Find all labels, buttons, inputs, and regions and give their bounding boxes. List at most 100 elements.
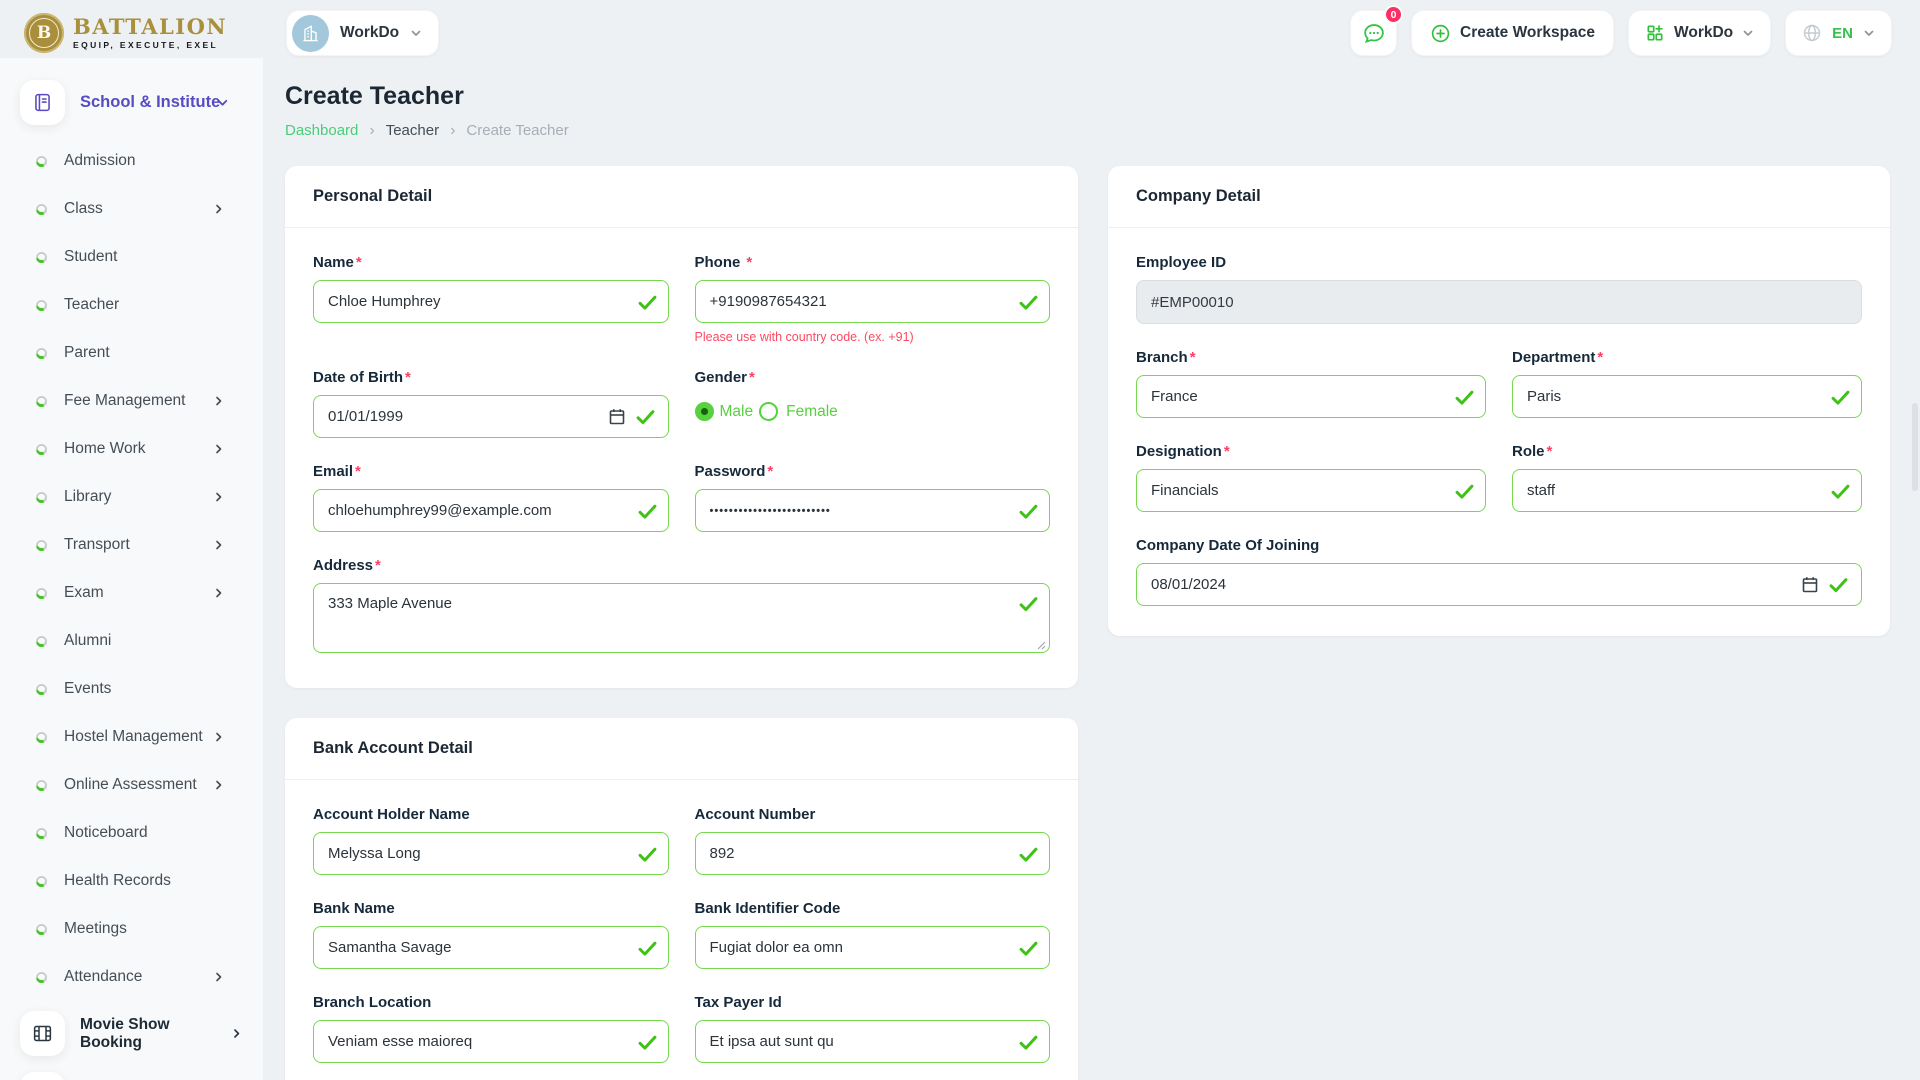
topbar-actions: 0 Create Workspace WorkDo <box>1350 5 1892 56</box>
sidebar-item-parent[interactable]: Parent <box>0 329 263 377</box>
personal-detail-title: Personal Detail <box>285 166 1078 228</box>
company-doj-input[interactable]: 08/01/2024 <box>1136 563 1862 606</box>
bank-name-input[interactable] <box>313 926 669 969</box>
role-label: Role <box>1512 443 1545 460</box>
sidebar-item-library[interactable]: Library <box>0 473 263 521</box>
sidebar-item-teacher[interactable]: Teacher <box>0 281 263 329</box>
breadcrumb-separator: › <box>450 121 456 139</box>
sidebar-item-online-assessment[interactable]: Online Assessment <box>0 761 263 809</box>
sidebar-item-noticeboard[interactable]: Noticeboard <box>0 809 263 857</box>
workspace-switcher[interactable]: WorkDo <box>286 10 440 56</box>
designation-input[interactable] <box>1136 469 1486 512</box>
sidebar-item-exam[interactable]: Exam <box>0 569 263 617</box>
bank-name-label: Bank Name <box>313 900 395 917</box>
cutoff-menu-icon <box>20 1072 65 1080</box>
chevron-down-icon <box>411 30 421 36</box>
gender-female-label[interactable]: Female <box>786 402 838 420</box>
account-holder-label: Account Holder Name <box>313 806 470 823</box>
tax-payer-id-input[interactable] <box>694 1020 1050 1063</box>
sidebar-item-transport[interactable]: Transport <box>0 521 263 569</box>
messages-button[interactable]: 0 <box>1350 5 1404 56</box>
brand-badge-letter: B <box>29 18 59 48</box>
address-textarea[interactable]: 333 Maple Avenue <box>313 583 1050 653</box>
valid-check-icon <box>638 847 656 862</box>
valid-check-icon <box>638 1035 656 1050</box>
scrollbar-thumb[interactable] <box>1912 403 1918 491</box>
sidebar-item-class[interactable]: Class <box>0 185 263 233</box>
sidebar-item-student[interactable]: Student <box>0 233 263 281</box>
chevron-down-icon <box>1743 30 1753 36</box>
role-input[interactable] <box>1512 469 1862 512</box>
department-field: Department * <box>1512 349 1862 418</box>
create-workspace-button[interactable]: Create Workspace <box>1411 10 1615 56</box>
valid-check-icon <box>638 941 656 956</box>
bank-account-detail-card: Bank Account Detail Account Holder Name <box>285 718 1078 1080</box>
building-icon <box>303 24 318 41</box>
breadcrumb-dashboard-link[interactable]: Dashboard <box>285 122 359 139</box>
department-input[interactable] <box>1512 375 1862 418</box>
name-label: Name <box>313 254 354 271</box>
chevron-right-icon <box>216 444 222 454</box>
sidebar-item-label: Exam <box>64 584 104 601</box>
email-input[interactable] <box>313 489 669 532</box>
sidebar-item-meetings[interactable]: Meetings <box>0 905 263 953</box>
sidebar-item-movie-show-booking[interactable]: Movie Show Booking <box>0 1011 263 1056</box>
valid-check-icon <box>1019 847 1038 862</box>
branch-location-label: Branch Location <box>313 994 432 1011</box>
sidebar-item-alumni[interactable]: Alumni <box>0 617 263 665</box>
gender-female-radio[interactable] <box>759 402 779 421</box>
dob-input[interactable]: 01/01/1999 <box>313 395 669 438</box>
resize-handle[interactable] <box>1037 641 1046 650</box>
account-number-input[interactable] <box>694 832 1050 875</box>
phone-input[interactable] <box>694 280 1050 323</box>
bullet-icon <box>36 491 47 503</box>
workdo-menu-button[interactable]: WorkDo <box>1628 10 1772 56</box>
gender-radio-group: Male Female <box>694 402 1051 421</box>
valid-check-icon <box>1019 597 1038 612</box>
sidebar-item-label: Library <box>64 488 112 505</box>
company-detail-title: Company Detail <box>1108 166 1890 228</box>
required-asterisk: * <box>1189 349 1196 366</box>
company-detail-card: Company Detail Employee ID Branch* <box>1108 166 1890 636</box>
bank-identifier-code-field: Bank Identifier Code <box>694 900 1050 969</box>
bullet-icon <box>36 827 47 839</box>
sidebar-item-home-work[interactable]: Home Work <box>0 425 263 473</box>
gender-male-radio[interactable] <box>694 402 714 421</box>
sidebar-item-label: Parent <box>64 344 110 361</box>
breadcrumb-teacher-link[interactable]: Teacher <box>385 122 440 139</box>
gender-male-label[interactable]: Male <box>719 402 754 420</box>
sidebar-footer-label: Movie Show Booking <box>80 1015 170 1051</box>
sidebar-item-health-records[interactable]: Health Records <box>0 857 263 905</box>
email-label: Email <box>313 463 354 480</box>
branch-location-input[interactable] <box>313 1020 669 1063</box>
sidebar-item-attendance[interactable]: Attendance <box>0 953 263 1001</box>
plus-circle-icon <box>1431 24 1450 42</box>
account-holder-input[interactable] <box>313 832 669 875</box>
bullet-icon <box>36 299 47 311</box>
bullet-icon <box>36 539 47 551</box>
language-selector[interactable]: EN <box>1785 10 1892 56</box>
bank-identifier-code-input[interactable] <box>694 926 1050 969</box>
sidebar-item-hostel-management[interactable]: Hostel Management <box>0 713 263 761</box>
brand-logo[interactable]: B BATTALION EQUIP, EXECUTE, EXEL <box>24 13 250 53</box>
sidebar-item-label: Health Records <box>64 872 171 889</box>
sidebar-section-school-institute[interactable]: School & Institute <box>0 80 263 125</box>
sidebar-item-admission[interactable]: Admission <box>0 137 263 185</box>
required-asterisk: * <box>355 254 362 271</box>
required-asterisk: * <box>749 369 755 386</box>
password-field: Password * <box>694 463 1050 532</box>
account-holder-field: Account Holder Name <box>313 806 669 875</box>
sidebar-item-events[interactable]: Events <box>0 665 263 713</box>
chevron-right-icon <box>216 492 222 502</box>
valid-check-icon <box>1455 390 1474 405</box>
password-input[interactable] <box>694 489 1050 532</box>
required-asterisk: * <box>1223 443 1230 460</box>
sidebar-item-fee-management[interactable]: Fee Management <box>0 377 263 425</box>
branch-input[interactable] <box>1136 375 1486 418</box>
name-input[interactable] <box>313 280 669 323</box>
personal-detail-card: Personal Detail Name * <box>285 166 1078 688</box>
role-field: Role * <box>1512 443 1862 512</box>
tax-payer-id-label: Tax Payer Id <box>694 994 782 1011</box>
bullet-icon <box>36 875 47 887</box>
